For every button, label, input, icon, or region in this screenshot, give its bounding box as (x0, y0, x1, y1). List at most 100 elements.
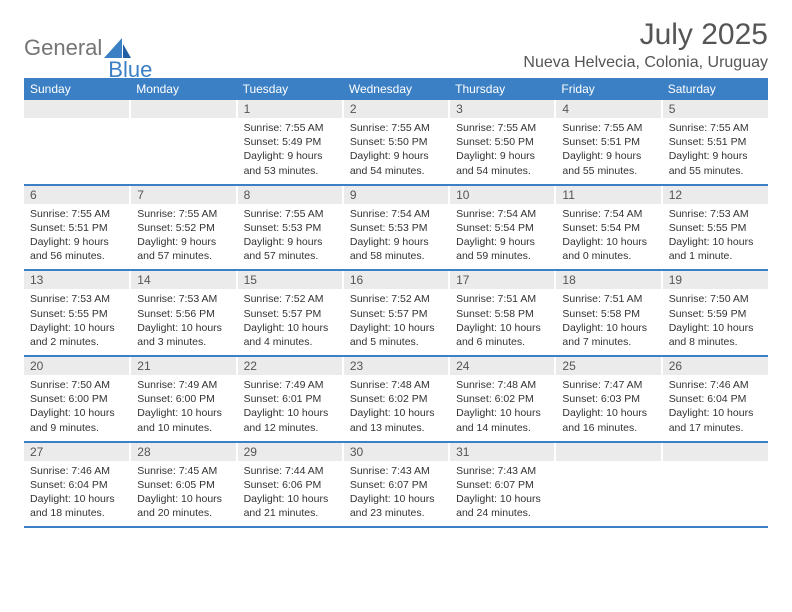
weekday-header: Tuesday (237, 78, 343, 100)
sunset-text: Sunset: 6:04 PM (30, 478, 123, 492)
day-number: 29 (238, 443, 342, 461)
day-number: 7 (131, 186, 235, 204)
day-number: 14 (131, 271, 235, 289)
calendar-week-row: 13Sunrise: 7:53 AMSunset: 5:55 PMDayligh… (24, 270, 768, 356)
day-number: 16 (344, 271, 448, 289)
sunrise-text: Sunrise: 7:49 AM (244, 378, 336, 392)
day-details: Sunrise: 7:55 AMSunset: 5:50 PMDaylight:… (344, 118, 448, 184)
sunrise-text: Sunrise: 7:46 AM (30, 464, 123, 478)
day-details: Sunrise: 7:55 AMSunset: 5:51 PMDaylight:… (556, 118, 660, 184)
title-block: July 2025 Nueva Helvecia, Colonia, Urugu… (523, 18, 768, 72)
day-details: Sunrise: 7:55 AMSunset: 5:50 PMDaylight:… (450, 118, 554, 184)
day-number (556, 443, 660, 461)
calendar-day-cell: 6Sunrise: 7:55 AMSunset: 5:51 PMDaylight… (24, 185, 130, 271)
calendar-day-cell: 28Sunrise: 7:45 AMSunset: 6:05 PMDayligh… (130, 442, 236, 528)
sunrise-text: Sunrise: 7:55 AM (669, 121, 762, 135)
day-number: 23 (344, 357, 448, 375)
calendar-day-cell: 10Sunrise: 7:54 AMSunset: 5:54 PMDayligh… (449, 185, 555, 271)
month-title: July 2025 (523, 18, 768, 52)
daylight-text: Daylight: 10 hours and 1 minute. (669, 235, 762, 263)
calendar-day-cell: 23Sunrise: 7:48 AMSunset: 6:02 PMDayligh… (343, 356, 449, 442)
day-details: Sunrise: 7:48 AMSunset: 6:02 PMDaylight:… (450, 375, 554, 441)
calendar-day-cell: 4Sunrise: 7:55 AMSunset: 5:51 PMDaylight… (555, 100, 661, 185)
sunset-text: Sunset: 6:03 PM (562, 392, 654, 406)
sunset-text: Sunset: 5:55 PM (30, 307, 123, 321)
sunrise-text: Sunrise: 7:51 AM (456, 292, 548, 306)
day-details: Sunrise: 7:43 AMSunset: 6:07 PMDaylight:… (450, 461, 554, 527)
sunset-text: Sunset: 6:01 PM (244, 392, 336, 406)
daylight-text: Daylight: 9 hours and 59 minutes. (456, 235, 548, 263)
daylight-text: Daylight: 10 hours and 23 minutes. (350, 492, 442, 520)
calendar-day-cell: 7Sunrise: 7:55 AMSunset: 5:52 PMDaylight… (130, 185, 236, 271)
calendar-day-cell: 16Sunrise: 7:52 AMSunset: 5:57 PMDayligh… (343, 270, 449, 356)
day-number (663, 443, 768, 461)
daylight-text: Daylight: 9 hours and 57 minutes. (244, 235, 336, 263)
day-details: Sunrise: 7:52 AMSunset: 5:57 PMDaylight:… (238, 289, 342, 355)
day-details: Sunrise: 7:55 AMSunset: 5:51 PMDaylight:… (663, 118, 768, 184)
day-details: Sunrise: 7:46 AMSunset: 6:04 PMDaylight:… (24, 461, 129, 527)
day-number: 4 (556, 100, 660, 118)
page-header: General Blue July 2025 Nueva Helvecia, C… (24, 18, 768, 72)
calendar-day-cell: 3Sunrise: 7:55 AMSunset: 5:50 PMDaylight… (449, 100, 555, 185)
calendar-day-cell: 30Sunrise: 7:43 AMSunset: 6:07 PMDayligh… (343, 442, 449, 528)
daylight-text: Daylight: 9 hours and 56 minutes. (30, 235, 123, 263)
sunrise-text: Sunrise: 7:50 AM (669, 292, 762, 306)
sunrise-text: Sunrise: 7:54 AM (562, 207, 654, 221)
day-details: Sunrise: 7:53 AMSunset: 5:55 PMDaylight:… (663, 204, 768, 270)
daylight-text: Daylight: 10 hours and 24 minutes. (456, 492, 548, 520)
sunrise-text: Sunrise: 7:55 AM (244, 121, 336, 135)
brand-sail-icon (104, 38, 132, 58)
daylight-text: Daylight: 9 hours and 55 minutes. (562, 149, 654, 177)
daylight-text: Daylight: 10 hours and 6 minutes. (456, 321, 548, 349)
daylight-text: Daylight: 10 hours and 12 minutes. (244, 406, 336, 434)
sunset-text: Sunset: 5:51 PM (30, 221, 123, 235)
sunset-text: Sunset: 6:07 PM (350, 478, 442, 492)
sunrise-text: Sunrise: 7:55 AM (456, 121, 548, 135)
sunrise-text: Sunrise: 7:53 AM (137, 292, 229, 306)
day-number: 5 (663, 100, 768, 118)
day-details: Sunrise: 7:49 AMSunset: 6:01 PMDaylight:… (238, 375, 342, 441)
calendar-day-cell: 2Sunrise: 7:55 AMSunset: 5:50 PMDaylight… (343, 100, 449, 185)
day-details: Sunrise: 7:46 AMSunset: 6:04 PMDaylight:… (663, 375, 768, 441)
day-number: 25 (556, 357, 660, 375)
calendar-day-cell: 11Sunrise: 7:54 AMSunset: 5:54 PMDayligh… (555, 185, 661, 271)
day-number: 24 (450, 357, 554, 375)
calendar-day-cell (555, 442, 661, 528)
sunset-text: Sunset: 5:59 PM (669, 307, 762, 321)
calendar-day-cell: 26Sunrise: 7:46 AMSunset: 6:04 PMDayligh… (662, 356, 768, 442)
calendar-day-cell: 18Sunrise: 7:51 AMSunset: 5:58 PMDayligh… (555, 270, 661, 356)
day-number: 27 (24, 443, 129, 461)
sunrise-text: Sunrise: 7:48 AM (456, 378, 548, 392)
sunrise-text: Sunrise: 7:55 AM (244, 207, 336, 221)
day-details: Sunrise: 7:52 AMSunset: 5:57 PMDaylight:… (344, 289, 448, 355)
calendar-day-cell: 17Sunrise: 7:51 AMSunset: 5:58 PMDayligh… (449, 270, 555, 356)
calendar-day-cell: 14Sunrise: 7:53 AMSunset: 5:56 PMDayligh… (130, 270, 236, 356)
weekday-header: Friday (555, 78, 661, 100)
sunset-text: Sunset: 5:51 PM (669, 135, 762, 149)
sunrise-text: Sunrise: 7:53 AM (30, 292, 123, 306)
sunset-text: Sunset: 5:54 PM (562, 221, 654, 235)
day-number: 13 (24, 271, 129, 289)
day-number: 26 (663, 357, 768, 375)
sunset-text: Sunset: 5:55 PM (669, 221, 762, 235)
day-number: 31 (450, 443, 554, 461)
calendar-day-cell: 12Sunrise: 7:53 AMSunset: 5:55 PMDayligh… (662, 185, 768, 271)
sunrise-text: Sunrise: 7:52 AM (244, 292, 336, 306)
daylight-text: Daylight: 9 hours and 55 minutes. (669, 149, 762, 177)
weekday-header: Wednesday (343, 78, 449, 100)
day-details: Sunrise: 7:53 AMSunset: 5:56 PMDaylight:… (131, 289, 235, 355)
day-number: 1 (238, 100, 342, 118)
calendar-day-cell: 31Sunrise: 7:43 AMSunset: 6:07 PMDayligh… (449, 442, 555, 528)
sunset-text: Sunset: 6:07 PM (456, 478, 548, 492)
day-number: 9 (344, 186, 448, 204)
day-number: 8 (238, 186, 342, 204)
brand-text-blue: Blue (108, 57, 152, 83)
brand-text-general: General (24, 35, 102, 61)
day-details: Sunrise: 7:48 AMSunset: 6:02 PMDaylight:… (344, 375, 448, 441)
calendar-day-cell (24, 100, 130, 185)
sunset-text: Sunset: 5:57 PM (244, 307, 336, 321)
calendar-day-cell (662, 442, 768, 528)
day-number: 19 (663, 271, 768, 289)
weekday-header: Thursday (449, 78, 555, 100)
sunrise-text: Sunrise: 7:49 AM (137, 378, 229, 392)
